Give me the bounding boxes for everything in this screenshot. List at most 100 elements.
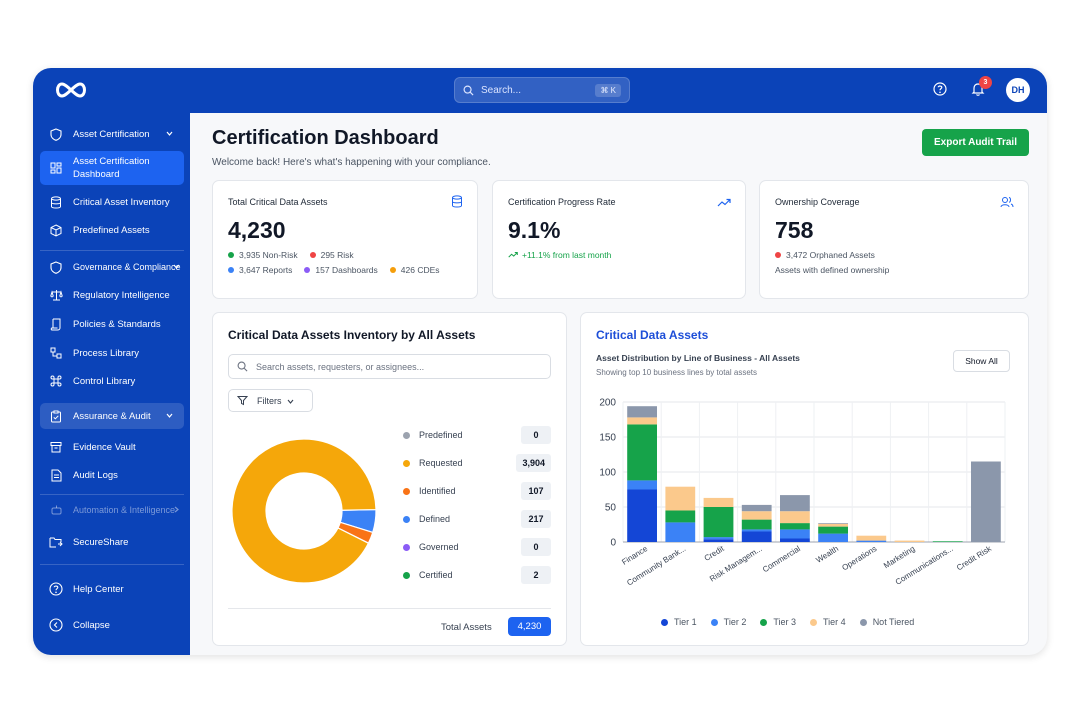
show-all-button[interactable]: Show All [953, 350, 1010, 372]
status-row-defined[interactable]: Defined 217 [403, 509, 551, 529]
sidebar-item-regulatory-intelligence[interactable]: Regulatory Intelligence [40, 282, 184, 308]
sidebar-item-policies-standards[interactable]: Policies & Standards [40, 311, 184, 337]
total-assets-value: 4,230 [508, 617, 551, 636]
status-count: 3,904 [516, 454, 551, 472]
bar-segment-tier-1[interactable] [703, 539, 734, 542]
legend-item[interactable]: Not Tiered [859, 617, 914, 627]
inventory-search-input[interactable]: Search assets, requesters, or assignees.… [228, 354, 551, 379]
sidebar-item-secureshare[interactable]: SecureShare [40, 529, 184, 555]
status-color-dot [403, 543, 410, 551]
legend-item[interactable]: Tier 1 [661, 617, 697, 627]
bar-segment-tier-4[interactable] [703, 497, 734, 507]
legend-item[interactable]: Tier 2 [710, 617, 746, 627]
box-icon [49, 223, 63, 237]
status-row-governed[interactable]: Governed 0 [403, 537, 551, 557]
bar-segment-tier-3[interactable] [627, 424, 657, 481]
chart-legend: Tier 1 Tier 2 Tier 3 Tier 4 Not Tiered [661, 617, 928, 627]
search-placeholder: Search... [481, 84, 522, 96]
kpi-card-progress-rate: Certification Progress Rate 9.1% +11.1% … [492, 180, 746, 299]
bar-segment-tier-2[interactable] [703, 537, 734, 540]
donut-slice-requested[interactable] [231, 438, 377, 584]
sidebar-group-automation[interactable]: Automation & Intelligence [40, 497, 184, 523]
reports-count: 3,647 Reports [239, 265, 293, 275]
scroll-icon [49, 317, 63, 331]
infinity-logo-icon[interactable] [53, 80, 89, 105]
bar-segment-not-tiered[interactable] [627, 406, 657, 418]
bar-segment-tier-4[interactable] [856, 535, 887, 541]
orphaned-assets: 3,472 Orphaned Assets [775, 250, 875, 260]
status-row-requested[interactable]: Requested 3,904 [403, 453, 551, 473]
search-placeholder: Search assets, requesters, or assignees.… [256, 361, 425, 372]
x-tick-label: Commercial [761, 544, 802, 574]
sidebar-group-governance[interactable]: Governance & Compliance [40, 254, 184, 280]
legend-item[interactable]: Tier 4 [810, 617, 846, 627]
legend-item[interactable]: Tier 3 [760, 617, 796, 627]
status-row-identified[interactable]: Identified 107 [403, 481, 551, 501]
bar-segment-tier-3[interactable] [780, 523, 810, 530]
bar-segment-tier-2[interactable] [780, 529, 810, 539]
bar-segment-tier-1[interactable] [780, 538, 810, 543]
progress-change-text: +11.1% from last month [522, 250, 612, 260]
help-icon[interactable] [933, 82, 947, 101]
x-tick-label: Credit [703, 544, 727, 563]
bar-segment-tier-1[interactable] [741, 531, 772, 543]
x-tick-label: Wealth [814, 544, 840, 565]
sidebar-item-audit-logs[interactable]: Audit Logs [40, 462, 184, 488]
bar-segment-tier-4[interactable] [665, 486, 696, 511]
status-label: Requested [419, 458, 463, 468]
sidebar-item-predefined-assets[interactable]: Predefined Assets [40, 217, 184, 243]
sidebar-item-critical-asset-inventory[interactable]: Critical Asset Inventory [40, 189, 184, 215]
status-count: 2 [521, 566, 551, 584]
bar-segment-tier-2[interactable] [627, 480, 657, 490]
filters-button[interactable]: Filters [228, 389, 313, 412]
bar-segment-tier-4[interactable] [818, 523, 848, 527]
status-color-dot [403, 515, 410, 523]
x-tick-label: Marketing [882, 544, 917, 570]
status-row-predefined[interactable]: Predefined 0 [403, 425, 551, 445]
user-avatar[interactable]: DH [1006, 78, 1030, 102]
bar-segment-tier-2[interactable] [856, 540, 887, 542]
bar-segment-tier-2[interactable] [818, 533, 848, 542]
filters-label: Filters [257, 395, 282, 406]
sidebar-item-evidence-vault[interactable]: Evidence Vault [40, 434, 184, 460]
bar-segment-tier-3[interactable] [703, 507, 734, 538]
chart-caption: Showing top 10 business lines by total a… [596, 368, 757, 377]
bar-segment-tier-4[interactable] [894, 540, 925, 542]
sidebar-group-asset-certification[interactable]: Asset Certification [40, 121, 184, 147]
bar-segment-tier-3[interactable] [665, 510, 696, 523]
bar-segment-not-tiered[interactable] [780, 495, 810, 512]
y-tick-label: 0 [610, 538, 616, 549]
bar-segment-tier-4[interactable] [627, 417, 657, 425]
command-icon [49, 374, 63, 388]
bar-segment-not-tiered[interactable] [971, 461, 1001, 543]
bar-segment-tier-1[interactable] [627, 489, 657, 543]
sidebar-group-assurance-audit[interactable]: Assurance & Audit [40, 403, 184, 429]
status-row-certified[interactable]: Certified 2 [403, 565, 551, 585]
bar-segment-not-tiered[interactable] [818, 523, 848, 524]
green-dot [228, 252, 234, 258]
sidebar-item-label: Dashboard [73, 169, 120, 180]
bar-segment-tier-3[interactable] [932, 541, 963, 542]
bar-segment-tier-3[interactable] [818, 526, 848, 534]
non-risk-count: 3,935 Non-Risk [239, 250, 298, 260]
x-tick-label: Finance [620, 544, 649, 567]
collapse-sidebar-button[interactable]: Collapse [40, 612, 184, 638]
sidebar-item-control-library[interactable]: Control Library [40, 368, 184, 394]
amber-dot [389, 267, 396, 273]
bar-segment-tier-3[interactable] [741, 519, 772, 530]
help-center-link[interactable]: Help Center [40, 576, 184, 602]
bar-segment-not-tiered[interactable] [741, 504, 772, 512]
export-audit-trail-button[interactable]: Export Audit Trail [922, 129, 1029, 156]
bar-segment-tier-2[interactable] [741, 529, 772, 532]
global-search[interactable]: Search... ⌘ K [454, 77, 630, 103]
bar-segment-tier-4[interactable] [780, 511, 810, 524]
dashboards-count: 157 Dashboards [315, 265, 378, 275]
bar-segment-tier-2[interactable] [665, 522, 696, 542]
sidebar-item-asset-certification-dashboard[interactable]: Asset Certification Dashboard [40, 151, 184, 185]
chevron-down-icon [173, 264, 180, 269]
bar-segment-tier-4[interactable] [741, 511, 772, 520]
sidebar-item-process-library[interactable]: Process Library [40, 340, 184, 366]
sidebar-item-label: Asset Certification [73, 128, 150, 140]
archive-icon [49, 440, 63, 454]
legend-swatch [661, 618, 668, 626]
